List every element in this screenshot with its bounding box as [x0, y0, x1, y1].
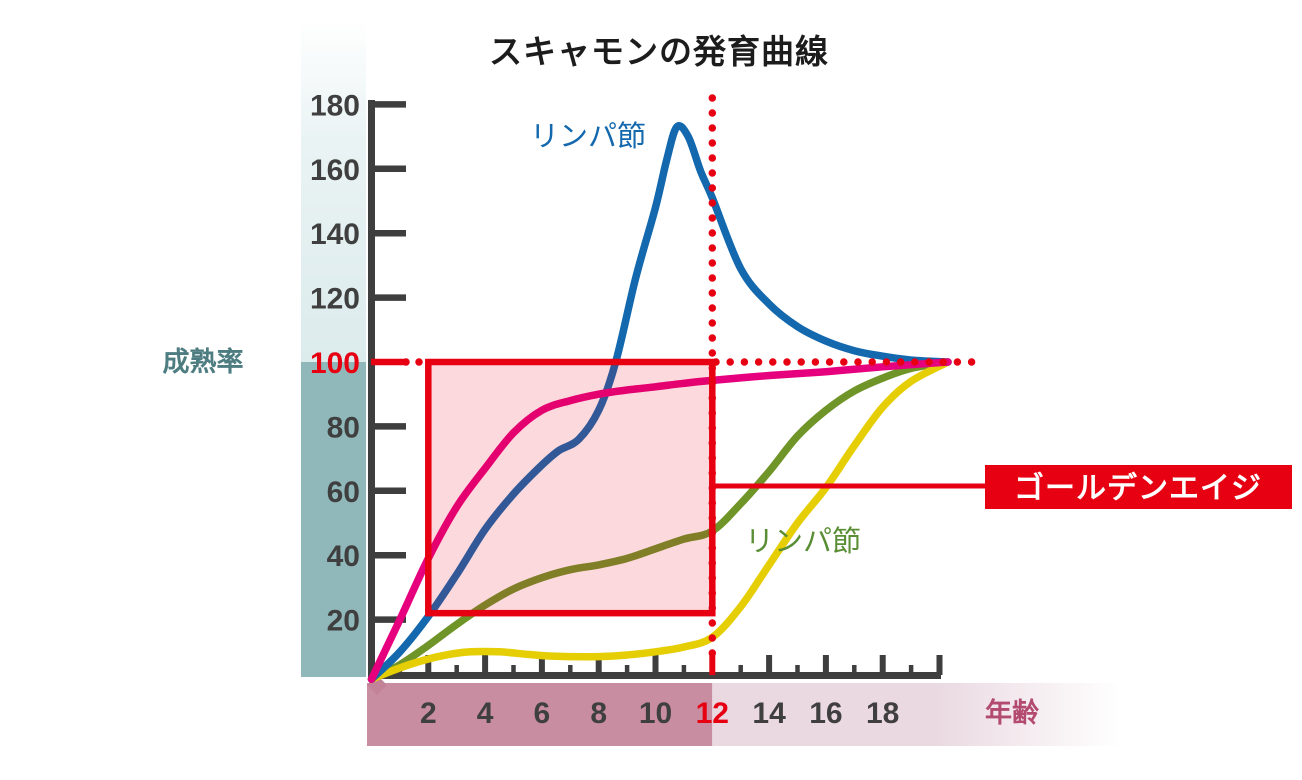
golden-age-label-box [985, 465, 1292, 509]
y-tick-label-140: 140 [310, 218, 360, 251]
x-tick-label-14: 14 [752, 697, 786, 730]
x-tick-label-6: 6 [534, 697, 551, 730]
x-axis-bar-light [712, 683, 1121, 746]
axis-tick-labels: 180 160 140 120 100 80 60 40 20 2 4 6 8 10 12 14 16 18 [310, 89, 899, 730]
y-tick-label-160: 160 [310, 154, 360, 187]
y-axis-title: 成熟率 [163, 346, 244, 377]
x-tick-label-16: 16 [809, 697, 842, 730]
curve-pink [367, 358, 952, 683]
growth-curves [367, 122, 952, 683]
y-axis-bar-upper [301, 20, 366, 362]
y-tick-label-80: 80 [327, 411, 360, 444]
x-tick-label-2: 2 [420, 697, 437, 730]
x-tick-label-10: 10 [639, 697, 672, 730]
y-axis-bar-lower [301, 362, 366, 677]
golden-age-label: ゴールデンエイジ [1014, 471, 1262, 505]
axes [368, 100, 941, 679]
x-axis-title: 年齢 [985, 697, 1039, 728]
x-tick-label-12: 12 [696, 697, 729, 730]
y-tick-label-100: 100 [310, 347, 360, 380]
y-tick-label-60: 60 [327, 476, 360, 509]
x-tick-label-18: 18 [866, 697, 899, 730]
curve-label-lymph-lower: リンパ節 [745, 525, 861, 558]
x-axis-bar-dark [367, 683, 713, 746]
y-tick-label-120: 120 [310, 283, 360, 316]
y-tick-label-180: 180 [310, 89, 360, 122]
x-tick-label-4: 4 [477, 697, 494, 730]
golden-age-annotation: ゴールデンエイジ [712, 465, 1292, 509]
curve-label-lymph-top: リンパ節 [530, 120, 646, 153]
chart-text-labels: スキャモンの発育曲線 成熟率 年齢 リンパ節 リンパ節 [163, 33, 1040, 728]
curve-blue [367, 122, 952, 683]
chart-title: スキャモンの発育曲線 [489, 33, 829, 70]
y-tick-label-40: 40 [327, 540, 360, 573]
curve-yellow [367, 358, 952, 683]
y-tick-label-20: 20 [327, 605, 360, 638]
x-tick-label-8: 8 [590, 697, 607, 730]
golden-age-highlight-region [428, 362, 713, 614]
highlight-fill [428, 362, 713, 614]
curve-olive [367, 358, 952, 683]
